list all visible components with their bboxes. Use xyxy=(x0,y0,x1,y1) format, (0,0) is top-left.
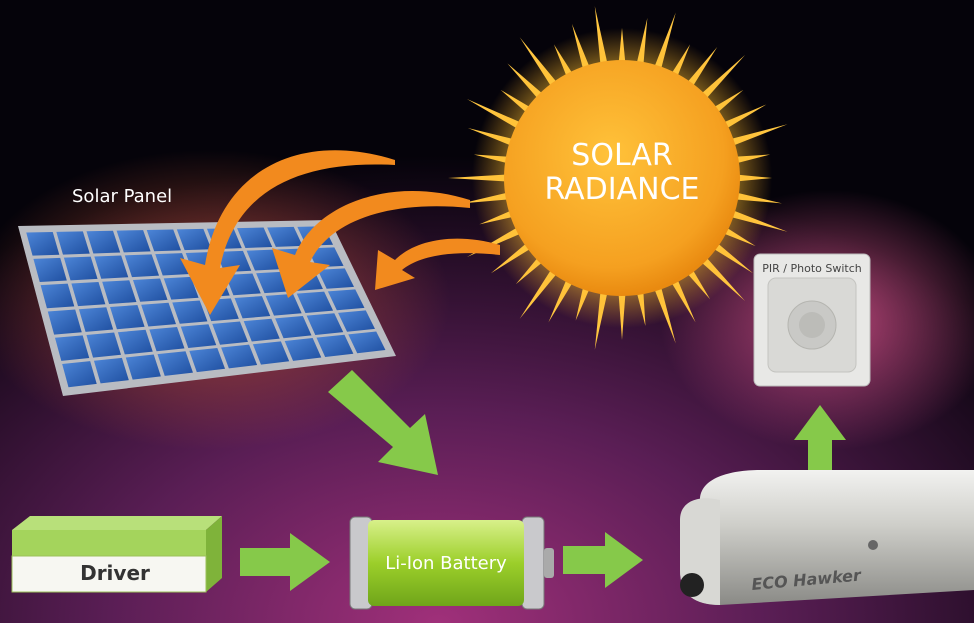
diagram: SOLAR RADIANCE Solar Panel PIR / Photo S… xyxy=(0,0,974,623)
battery-label: Li-Ion Battery xyxy=(385,553,507,574)
hawker-gland xyxy=(680,573,704,597)
sun-label: SOLAR xyxy=(571,138,672,173)
driver-label: Driver xyxy=(80,561,150,585)
driver-top xyxy=(12,516,222,530)
battery-terminal xyxy=(544,548,554,578)
pir-lens xyxy=(799,312,825,338)
sun-label: RADIANCE xyxy=(545,172,700,207)
switch-label: PIR / Photo Switch xyxy=(762,262,861,275)
hawker-screw xyxy=(868,540,878,550)
page: SOLAR RADIANCE Solar Panel PIR / Photo S… xyxy=(0,0,974,623)
panel-label: Solar Panel xyxy=(72,186,172,207)
battery-cap xyxy=(522,517,544,609)
